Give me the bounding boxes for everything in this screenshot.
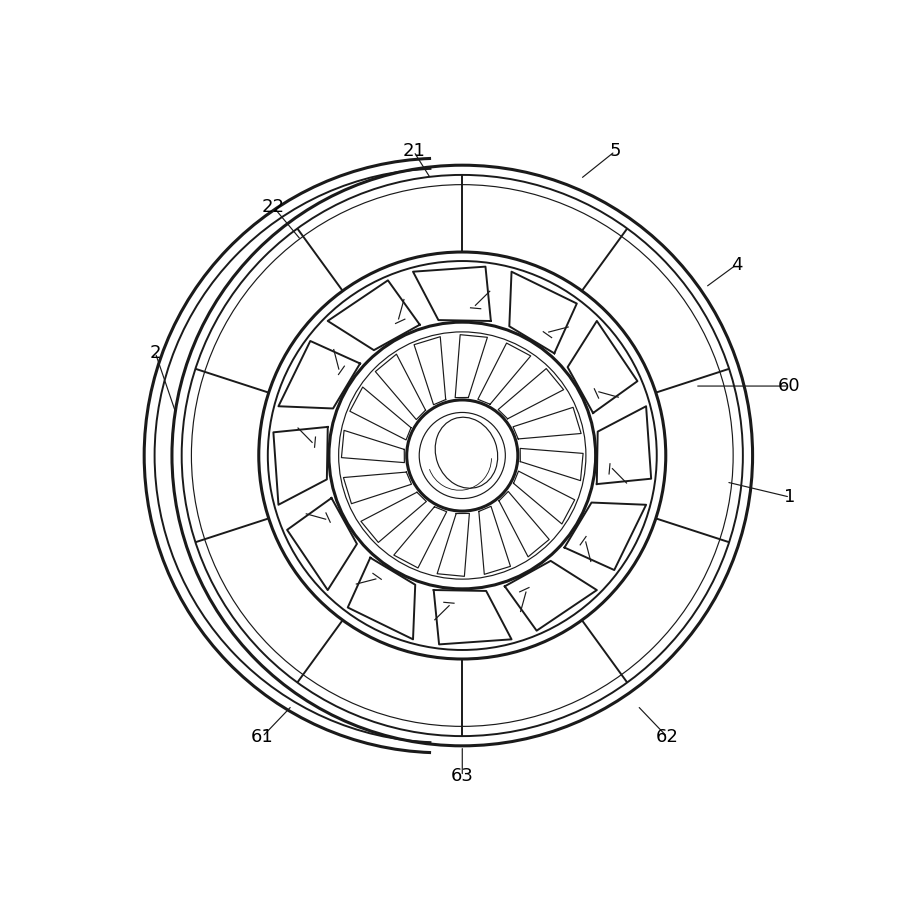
Text: 60: 60 <box>778 377 800 395</box>
Text: 63: 63 <box>451 768 474 786</box>
Text: 21: 21 <box>402 143 425 161</box>
Text: 4: 4 <box>731 255 742 273</box>
Text: 61: 61 <box>251 728 273 746</box>
Text: 5: 5 <box>610 143 621 161</box>
Text: 22: 22 <box>262 198 285 216</box>
Text: 2: 2 <box>150 344 161 362</box>
Text: 1: 1 <box>785 488 796 506</box>
Text: 62: 62 <box>656 728 678 746</box>
